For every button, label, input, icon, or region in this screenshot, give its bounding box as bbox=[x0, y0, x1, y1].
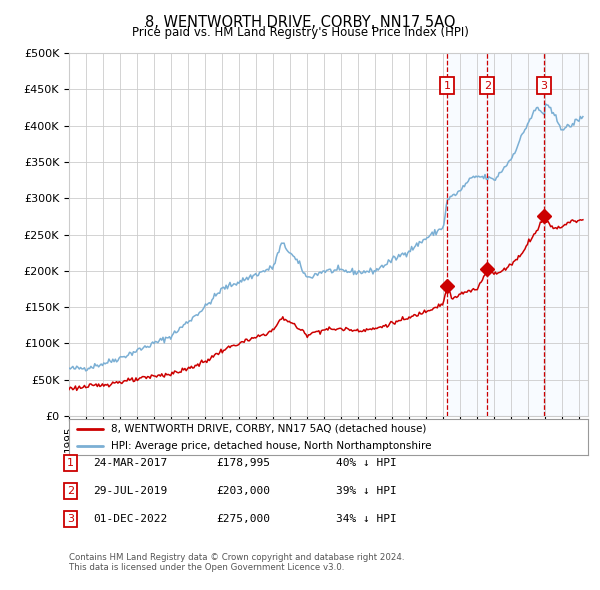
Bar bbox=[487, 53, 544, 416]
Text: 8, WENTWORTH DRIVE, CORBY, NN17 5AQ (detached house): 8, WENTWORTH DRIVE, CORBY, NN17 5AQ (det… bbox=[110, 424, 426, 434]
Text: This data is licensed under the Open Government Licence v3.0.: This data is licensed under the Open Gov… bbox=[69, 563, 344, 572]
Text: 34% ↓ HPI: 34% ↓ HPI bbox=[336, 514, 397, 524]
Text: 8, WENTWORTH DRIVE, CORBY, NN17 5AQ: 8, WENTWORTH DRIVE, CORBY, NN17 5AQ bbox=[145, 15, 455, 30]
Bar bbox=[447, 53, 487, 416]
Text: Contains HM Land Registry data © Crown copyright and database right 2024.: Contains HM Land Registry data © Crown c… bbox=[69, 553, 404, 562]
Text: 40% ↓ HPI: 40% ↓ HPI bbox=[336, 458, 397, 468]
Text: £203,000: £203,000 bbox=[216, 486, 270, 496]
Text: 1: 1 bbox=[67, 458, 74, 468]
Bar bbox=[544, 53, 588, 416]
Text: 39% ↓ HPI: 39% ↓ HPI bbox=[336, 486, 397, 496]
Text: Price paid vs. HM Land Registry's House Price Index (HPI): Price paid vs. HM Land Registry's House … bbox=[131, 26, 469, 39]
Text: 2: 2 bbox=[67, 486, 74, 496]
Text: 1: 1 bbox=[444, 81, 451, 91]
Text: 29-JUL-2019: 29-JUL-2019 bbox=[93, 486, 167, 496]
Text: 3: 3 bbox=[67, 514, 74, 524]
Text: 2: 2 bbox=[484, 81, 491, 91]
Text: 3: 3 bbox=[541, 81, 548, 91]
Text: £275,000: £275,000 bbox=[216, 514, 270, 524]
Text: HPI: Average price, detached house, North Northamptonshire: HPI: Average price, detached house, Nort… bbox=[110, 441, 431, 451]
Text: £178,995: £178,995 bbox=[216, 458, 270, 468]
Text: 24-MAR-2017: 24-MAR-2017 bbox=[93, 458, 167, 468]
Text: 01-DEC-2022: 01-DEC-2022 bbox=[93, 514, 167, 524]
